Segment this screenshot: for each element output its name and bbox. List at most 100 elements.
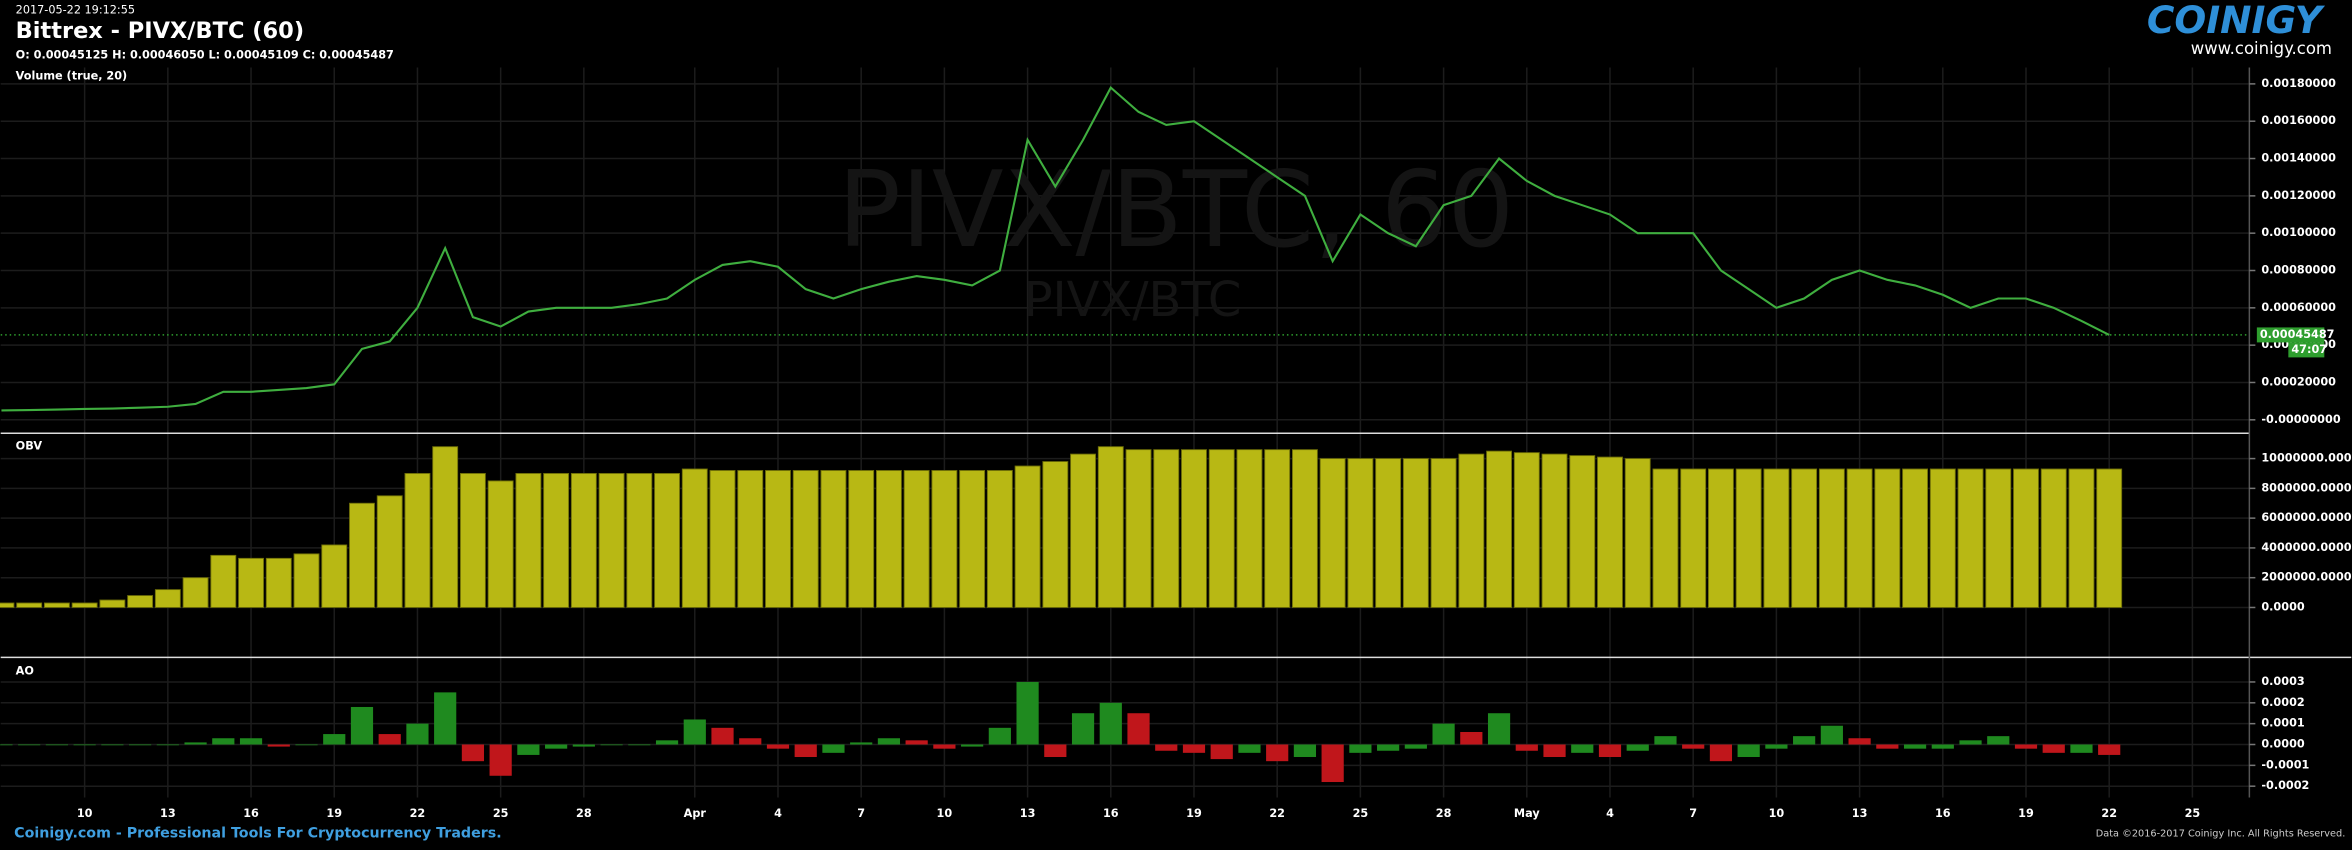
ao-bar [1543,744,1566,758]
obv-label: OBV [16,440,43,453]
obv-bar [210,554,237,608]
obv-bar [1513,452,1540,608]
x-tick-label: 16 [1935,807,1951,820]
obv-bar [1486,450,1512,608]
x-tick-label: 19 [1186,807,1202,820]
ao-bar [572,744,595,747]
ao-bar [1155,744,1178,751]
ao-bar [1404,744,1427,749]
x-tick-label: 13 [1020,807,1036,820]
y-tick-label: 0.00120000 [2261,189,2336,202]
ao-bar [1682,744,1705,749]
ao-bar [1099,702,1122,745]
ao-bar [212,738,235,745]
ao-bar [489,744,512,776]
obv-bar [1319,458,1346,608]
ao-bar [1931,744,1954,749]
y-tick-label: -0.0002 [2261,779,2309,792]
ao-bar [45,744,69,746]
obv-bar [1957,468,1984,608]
ao-bar [1044,744,1067,758]
ao-bar [1765,744,1788,749]
x-tick-label: 4 [1606,807,1614,820]
obv-bar [792,470,819,608]
x-tick-label: 7 [857,807,865,820]
ao-bar [267,744,290,747]
ao-bar [1793,736,1816,745]
ao-bar [378,734,401,745]
ao-bar [239,738,263,745]
timestamp: 2017-05-22 19:12:55 [16,3,135,16]
y-tick-label: 4000000.0000 [2261,541,2351,554]
x-tick-label: 10 [1769,807,1785,820]
x-tick-label: 16 [1103,807,1119,820]
ao-bar [1709,744,1733,762]
countdown-box [2288,342,2325,358]
y-tick-label: 0.00060000 [2261,301,2336,314]
obv-bar [765,470,791,608]
y-tick-label: 0.0002 [2261,696,2304,709]
ao-bar [1238,744,1261,753]
ao-bar [1432,723,1455,745]
obv-bar [1458,453,1485,608]
x-tick-label: 16 [243,807,259,820]
price-line [1,85,2110,412]
x-tick-label: 4 [774,807,782,820]
ao-bar [129,744,152,746]
obv-bar [820,470,847,608]
footer-right: Data ©2016-2017 Coinigy Inc. All Rights … [2096,829,2346,840]
x-tick-label: 13 [160,807,176,820]
y-tick-label: 10000000.0000 [2261,452,2352,465]
ao-bar [2098,744,2121,755]
ao-bar [655,740,679,745]
x-tick-label: 13 [1852,807,1868,820]
obv-bar [71,602,98,608]
obv-bar [1291,449,1318,608]
y-tick-label: -0.0001 [2261,758,2309,771]
y-tick-label: 6000000.0000 [2261,511,2351,524]
ao-bar [2014,744,2038,749]
obv-bar [321,544,348,608]
obv-bar [1014,465,1041,608]
obv-bar [2096,468,2123,608]
footer-left[interactable]: Coinigy.com - Professional Tools For Cry… [14,826,502,842]
ao-bar [1016,681,1039,745]
ao-bar [1266,744,1289,762]
x-tick-label: 28 [1436,807,1452,820]
ao-bar [1182,744,1206,753]
obv-bar [1652,468,1679,608]
obv-bar [1264,449,1291,608]
obv-bar [1070,453,1096,608]
ao-bar [1293,744,1317,758]
ao-bar [1487,713,1511,745]
y-tick-label: 0.0000 [2261,600,2305,613]
ao-bar [877,738,901,745]
countdown: 47:07 [2291,343,2327,356]
x-tick-label: 22 [410,807,426,820]
y-tick-label: 0.0000 [2261,737,2305,750]
x-tick-label: May [1514,807,1540,820]
obv-bar [16,602,43,608]
last-price-label: 0.00045487 [2260,328,2335,341]
ao-bar [822,744,845,753]
watermark: PIVX/BTC, 60 [838,149,1515,271]
ao-bar [905,740,928,745]
obv-bar [99,599,126,608]
ao-bar [461,744,485,762]
ao-bar [295,744,318,746]
logo-url: www.coinigy.com [2191,39,2332,58]
obv-bar [903,470,930,608]
ao-bar [1210,744,1233,760]
ao-bar [766,744,790,749]
obv-bar [238,557,264,608]
ohlc: O: 0.00045125 H: 0.00046050 L: 0.0004510… [16,48,394,61]
x-tick-label: 19 [2018,807,2034,820]
x-tick-label: 22 [2101,807,2117,820]
y-tick-label: 8000000.0000 [2261,481,2351,494]
obv-bar [487,480,514,608]
obv-bar [1846,468,1873,608]
ao-bar [184,742,207,745]
ao-bar [1626,744,1649,751]
